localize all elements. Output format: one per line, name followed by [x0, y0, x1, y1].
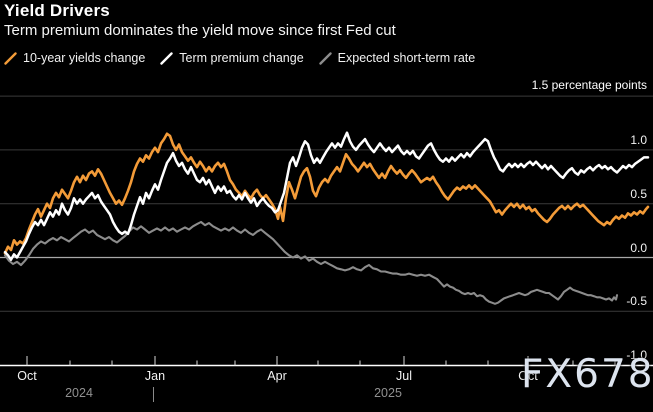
- y-tick-label: 0.0: [630, 240, 647, 255]
- x-tick-label: Jul: [396, 369, 412, 383]
- fx678-watermark: FX678: [521, 352, 653, 397]
- y-tick-label: 1.0: [630, 132, 647, 147]
- x-tick-label: Oct: [17, 369, 37, 383]
- y-tick-label: 0.5: [630, 186, 647, 201]
- year-label: 2024: [65, 386, 93, 400]
- legend-label: Expected short-term rate: [337, 51, 476, 65]
- page-title: Yield Drivers: [4, 1, 110, 20]
- legend-item: Term premium change: [160, 51, 304, 65]
- white-slash-icon: [160, 51, 173, 65]
- y-axis-unit-label: 1.5 percentage points: [531, 78, 647, 92]
- legend-label: 10-year yields change: [23, 51, 146, 65]
- series-line-term-premium-change: [3, 131, 650, 261]
- legend: 10-year yields change Term premium change…: [4, 51, 475, 65]
- year-separator: [153, 387, 154, 402]
- series-line-expected-short-term-rate: [3, 220, 619, 305]
- series-line-10-year-yields-change: [3, 132, 650, 255]
- legend-label: Term premium change: [179, 51, 304, 65]
- gray-slash-icon: [318, 51, 332, 65]
- legend-item: 10-year yields change: [4, 51, 145, 65]
- year-label: 2025: [374, 386, 402, 400]
- y-tick-label: -0.5: [626, 294, 647, 309]
- orange-slash-icon: [4, 51, 17, 65]
- chart-subtitle: Term premium dominates the yield move si…: [4, 22, 396, 39]
- legend-item: Expected short-term rate: [318, 51, 476, 65]
- x-tick-label: Oct: [518, 369, 538, 383]
- x-tick-label: Apr: [267, 369, 287, 383]
- x-tick-label: Jan: [144, 369, 166, 383]
- y-tick-label: -1.0: [626, 348, 647, 363]
